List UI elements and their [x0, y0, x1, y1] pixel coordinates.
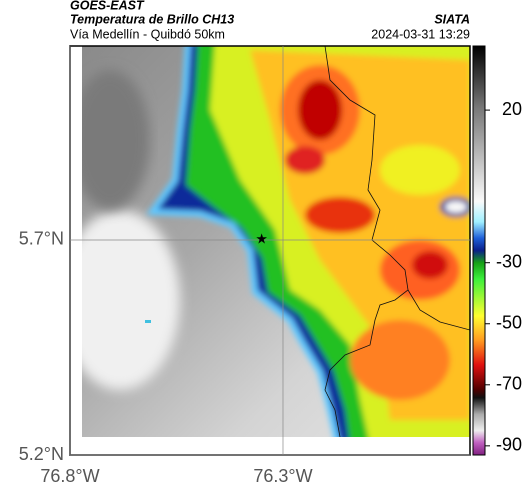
source: SIATA [434, 12, 470, 26]
x-tick-label: 76.8°W [40, 466, 99, 486]
border [407, 289, 470, 331]
colorbar [472, 45, 486, 456]
x-tick-label: 76.3°W [253, 466, 312, 486]
location-marker: ★ [255, 231, 268, 247]
colorbar-tick-label: -50 [496, 313, 522, 333]
title: Temperatura de Brillo CH13 [70, 12, 234, 26]
subtitle: Vía Medellín - Quibdó 50km [70, 27, 225, 41]
y-tick-label: 5.2°N [19, 444, 64, 464]
cloud [146, 46, 470, 437]
satellite: GOES-EAST [70, 0, 145, 12]
colorbar-tick-label: -30 [496, 251, 522, 271]
colorbar-tick-label: -70 [496, 374, 522, 394]
colorbar-tick-label: -90 [496, 435, 522, 455]
border [324, 46, 409, 437]
y-tick-label: 5.7°N [19, 229, 64, 249]
datetime: 2024-03-31 13:29 [371, 27, 470, 41]
colorbar-tick-label: 20 [502, 99, 522, 119]
imagery [82, 46, 470, 437]
